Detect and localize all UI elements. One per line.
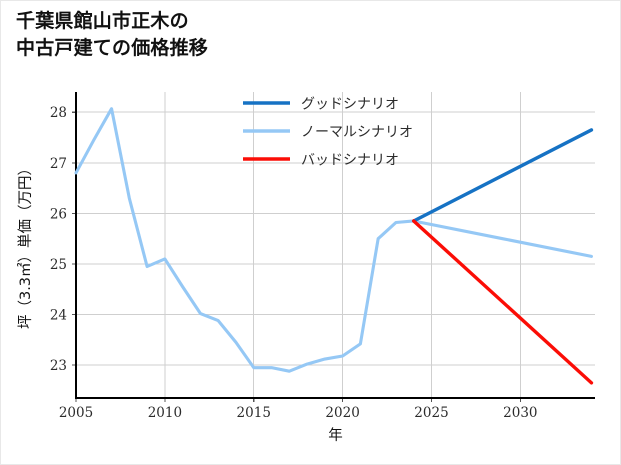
y-tick-label: 27 — [50, 156, 67, 172]
legend-label-bad: バッドシナリオ — [301, 153, 399, 169]
y-axis-title: 坪（3.3㎡）単価（万円） — [17, 161, 34, 329]
axis-spines-group — [74, 92, 595, 400]
x-tick-label: 2010 — [148, 405, 182, 421]
x-tick-label: 2020 — [325, 405, 359, 421]
series-line-normal — [74, 107, 594, 373]
x-axis-title: 年 — [328, 427, 343, 444]
legend-label-good: グッドシナリオ — [301, 97, 399, 113]
series-line-bad — [412, 219, 594, 385]
series-line-good — [412, 128, 594, 223]
y-tick-label: 25 — [50, 257, 67, 273]
axis-titles-group: 年 坪（3.3㎡）単価（万円） — [17, 161, 343, 444]
y-tick-label: 23 — [50, 358, 67, 374]
x-tick-label: 2015 — [237, 405, 271, 421]
x-tick-label: 2030 — [503, 405, 537, 421]
axis-spine — [74, 92, 595, 400]
x-tick-labels-group: 2005 2010 2015 2020 2025 2030 — [59, 405, 538, 421]
y-tick-label: 26 — [50, 206, 67, 222]
x-tick-label: 2025 — [414, 405, 448, 421]
legend-label-normal: ノーマルシナリオ — [301, 125, 413, 141]
series-group — [74, 107, 594, 385]
page-title: 千葉県館山市正木の 中古戸建ての価格推移 — [16, 10, 209, 59]
y-tick-labels-group: 23 24 25 26 27 28 — [50, 105, 67, 374]
y-tick-label: 24 — [50, 308, 67, 324]
x-tick-label: 2005 — [59, 405, 93, 421]
y-tick-label: 28 — [50, 105, 67, 121]
